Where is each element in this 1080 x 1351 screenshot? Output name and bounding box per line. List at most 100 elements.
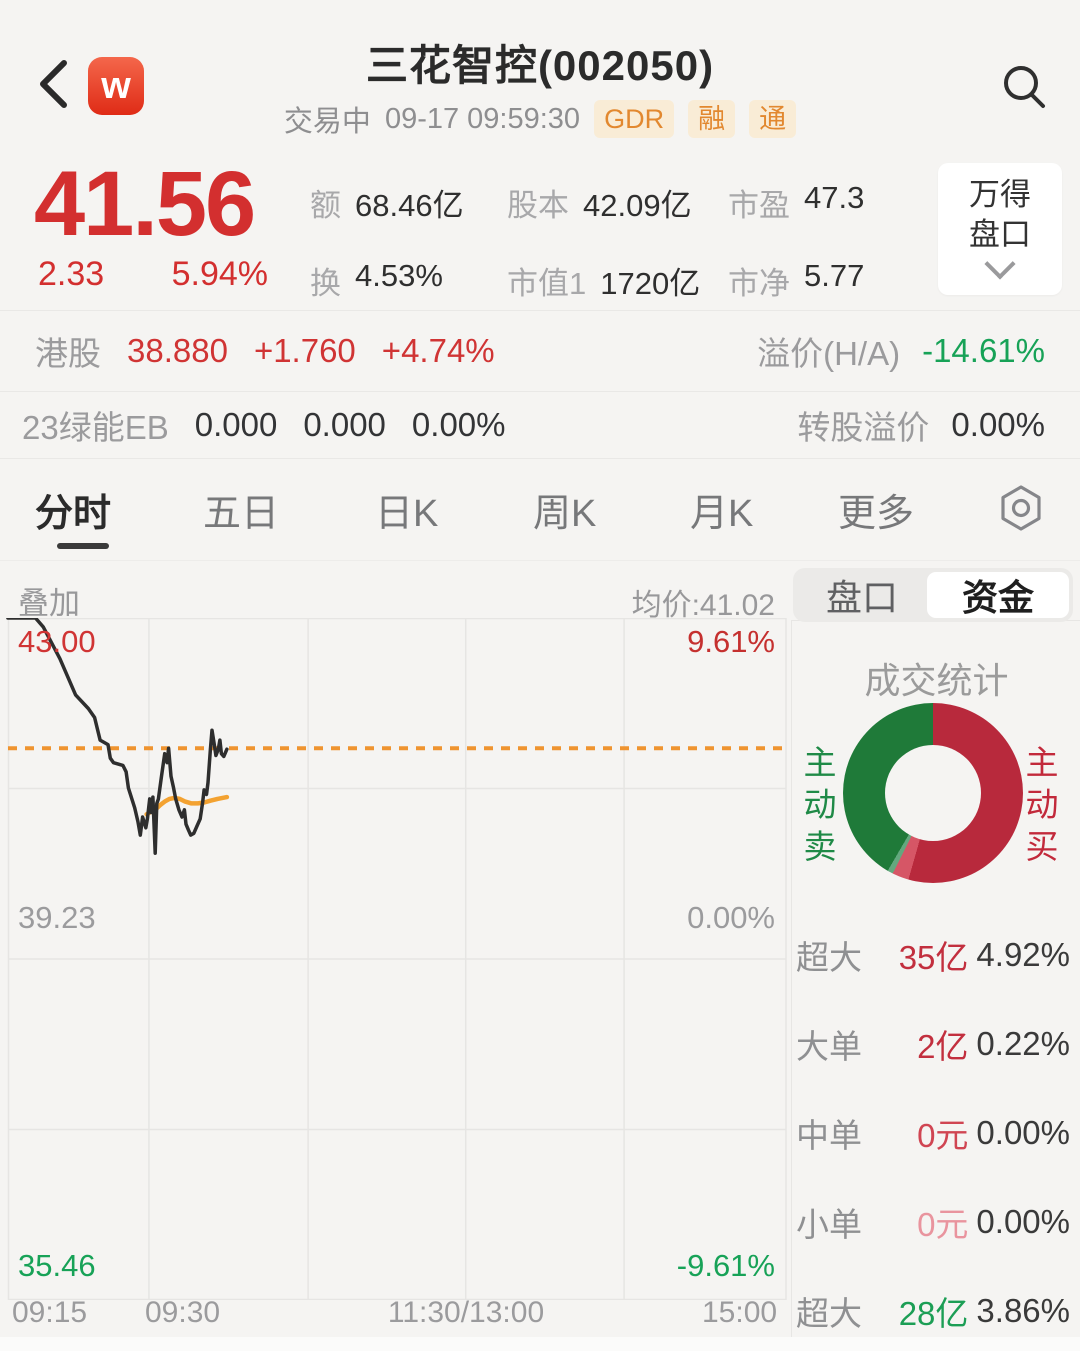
donut-hole	[885, 745, 981, 841]
flow-value: 0元	[917, 1117, 969, 1154]
active-buy-label: 主 动 买	[1025, 744, 1059, 865]
search-icon[interactable]	[1000, 62, 1050, 112]
stat-value: 68.46亿	[355, 188, 464, 223]
divider	[0, 310, 1080, 311]
hk-premium-label: 溢价(H/A)	[757, 335, 901, 372]
wind-panel-label-line2: 盘口	[969, 217, 1031, 252]
flow-pct: 3.86%	[976, 1292, 1070, 1329]
hk-quote-row[interactable]: 港股 38.880 +1.760 +4.74%	[35, 311, 735, 391]
stat-turnover: 换 4.53%	[310, 258, 443, 303]
wind-order-book-button[interactable]: 万得 盘口	[938, 163, 1062, 295]
stat-label: 市净	[728, 266, 790, 301]
intraday-chart[interactable]	[0, 618, 788, 1300]
badge-margin: 融	[688, 100, 736, 138]
stat-value: 47.3	[804, 180, 865, 215]
trade-status: 交易中	[283, 106, 371, 138]
time-label-noon: 11:30/13:00	[387, 1296, 545, 1329]
time-label-0930: 09:30	[145, 1296, 221, 1329]
stat-market-cap: 市值1 1720亿	[507, 258, 700, 303]
wind-logo-letter: w	[101, 64, 131, 107]
flow-pct: 0.00%	[976, 1203, 1070, 1240]
divider	[0, 560, 1080, 561]
chart-y-low-price: 35.46	[18, 1248, 96, 1283]
hk-change-pct: +4.74%	[381, 332, 495, 369]
flow-value: 28亿	[898, 1295, 969, 1332]
bond-premium-value: 0.00%	[951, 406, 1045, 443]
page-title: 三花智控(002050)	[365, 42, 715, 89]
flow-value: 0元	[917, 1206, 969, 1243]
tab-intraday[interactable]: 分时	[35, 493, 112, 535]
hk-price: 38.880	[127, 332, 228, 369]
tab-more[interactable]: 更多	[838, 493, 915, 535]
price-change: 2.33	[38, 255, 105, 293]
stat-share-capital: 股本 42.09亿	[507, 180, 692, 225]
flow-row-xlarge-sell: 超大 28亿 3.86%	[796, 1289, 1070, 1333]
bond-change-pct: 0.00%	[411, 406, 506, 443]
hk-label: 港股	[35, 335, 101, 372]
stat-label: 换	[310, 266, 341, 301]
wind-panel-label-line1: 万得	[969, 177, 1031, 212]
price-change-pct: 5.94%	[171, 255, 268, 293]
chart-y-high-pct: 9.61%	[687, 624, 775, 659]
flow-label: 大单	[796, 1028, 862, 1065]
flow-pct: 0.00%	[976, 1114, 1070, 1151]
stat-value: 5.77	[804, 258, 865, 293]
tab-monthly-k[interactable]: 月K	[690, 493, 754, 535]
overlay-button[interactable]: 叠加	[18, 586, 80, 621]
panel-tab-switch: 盘口 资金	[793, 568, 1073, 622]
tab-order-book[interactable]: 盘口	[825, 577, 898, 618]
time-label-0915: 09:15	[12, 1296, 88, 1329]
stat-value: 4.53%	[355, 258, 443, 293]
tab-money-flow[interactable]: 资金	[927, 572, 1069, 618]
stat-label: 额	[310, 188, 341, 223]
stat-amount: 额 68.46亿	[310, 180, 464, 225]
bond-price: 0.000	[194, 406, 278, 443]
chart-y-mid-price: 39.23	[18, 900, 96, 935]
wind-logo: w	[88, 57, 144, 115]
bond-label: 23绿能EB	[22, 409, 169, 446]
panel-divider	[791, 620, 792, 1351]
flow-value: 35亿	[898, 939, 969, 976]
chart-settings-icon[interactable]	[997, 483, 1045, 533]
badge-gdr: GDR	[594, 100, 675, 138]
stat-label: 市盈	[728, 188, 790, 223]
chart-y-mid-pct: 0.00%	[687, 900, 775, 935]
flow-label: 中单	[796, 1117, 862, 1154]
stat-value: 1720亿	[600, 266, 701, 301]
flow-label: 超大	[796, 1295, 862, 1332]
stat-value: 42.09亿	[583, 188, 692, 223]
hk-premium-value: -14.61%	[922, 332, 1045, 369]
active-sell-label: 主 动 卖	[803, 744, 837, 865]
price-change-row: 2.33 5.94%	[38, 255, 268, 294]
money-panel-title: 成交统计	[864, 660, 1009, 701]
back-icon[interactable]	[36, 58, 70, 110]
stat-pe: 市盈 47.3	[728, 180, 864, 225]
bond-premium-group: 转股溢价 0.00%	[797, 392, 1045, 458]
stat-label: 股本	[507, 188, 569, 223]
bottom-strip	[0, 1337, 1080, 1351]
tab-daily-k[interactable]: 日K	[375, 493, 439, 535]
bond-premium-label: 转股溢价	[797, 409, 930, 446]
stat-pb: 市净 5.77	[728, 258, 864, 303]
hk-change: +1.760	[253, 332, 356, 369]
quote-datetime: 09-17 09:59:30	[384, 102, 581, 135]
chart-y-high-price: 43.00	[18, 624, 96, 659]
flow-row-small: 小单 0元 0.00%	[796, 1200, 1070, 1244]
flow-value: 2亿	[917, 1028, 969, 1065]
flow-row-large: 大单 2亿 0.22%	[796, 1022, 1070, 1066]
hk-premium-group: 溢价(H/A) -14.61%	[757, 311, 1045, 391]
tab-5day[interactable]: 五日	[203, 493, 280, 535]
flow-row-xlarge-buy: 超大 35亿 4.92%	[796, 933, 1070, 977]
flow-label: 小单	[796, 1206, 862, 1243]
bond-quote-row[interactable]: 23绿能EB 0.000 0.000 0.00%	[22, 392, 722, 458]
flow-row-medium: 中单 0元 0.00%	[796, 1111, 1070, 1155]
bond-change: 0.000	[303, 406, 386, 443]
flow-pct: 0.22%	[976, 1025, 1070, 1062]
tab-weekly-k[interactable]: 周K	[533, 493, 597, 535]
divider	[0, 391, 1080, 392]
time-label-1500: 15:00	[702, 1296, 778, 1329]
active-tab-underline	[57, 543, 109, 549]
flow-pct: 4.92%	[976, 936, 1070, 973]
divider	[0, 458, 1080, 459]
